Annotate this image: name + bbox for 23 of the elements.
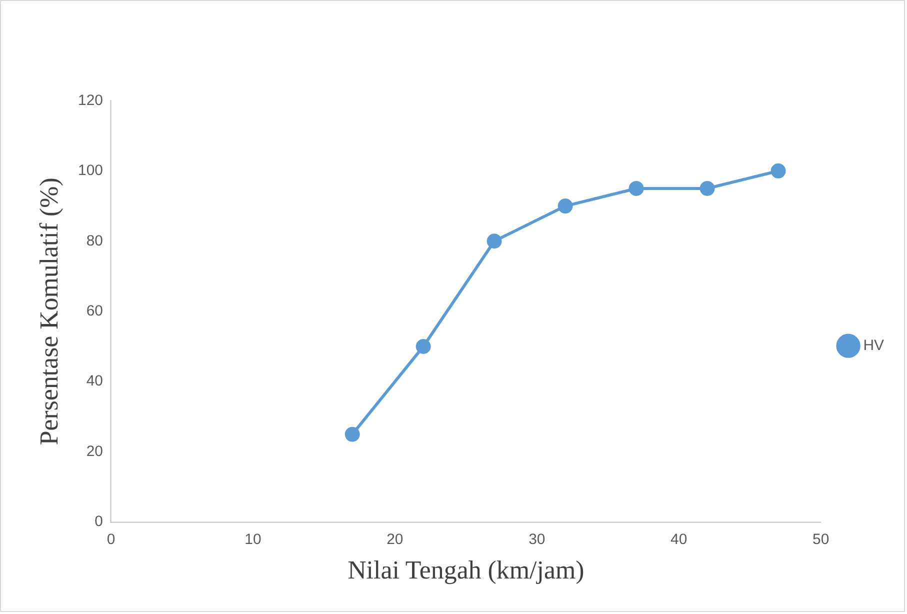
y-axis-title: Persentase Komulatif (%) [34, 178, 64, 446]
y-tick-label: 120 [78, 92, 103, 109]
point [558, 198, 573, 214]
x-axis-title: Nilai Tengah (km/jam) [348, 555, 584, 584]
point [486, 234, 502, 249]
y-tick-label: 0 [94, 513, 103, 530]
legend-label: HV [863, 337, 884, 354]
y-tick-label: 100 [78, 162, 103, 180]
x-tick-label: 40 [670, 531, 688, 548]
x-tick-label: 30 [528, 531, 546, 548]
x-tick-label: 50 [812, 531, 830, 548]
point [628, 180, 644, 196]
x-tick-label: 10 [244, 531, 262, 548]
y-tick-label: 60 [86, 302, 103, 320]
point [700, 180, 715, 196]
x-tick-label: 0 [106, 531, 116, 548]
x-tick-label: 20 [386, 531, 404, 548]
y-tick-label: 20 [86, 442, 103, 460]
y-tick-label: 80 [86, 232, 103, 250]
point [416, 339, 431, 354]
point [344, 426, 360, 442]
point [770, 163, 786, 178]
y-tick-label: 40 [86, 372, 103, 390]
